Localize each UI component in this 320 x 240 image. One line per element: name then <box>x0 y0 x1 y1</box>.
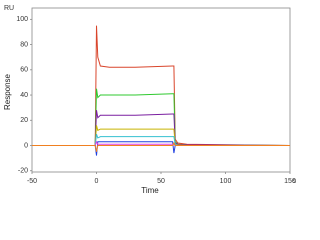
series-line <box>32 125 290 147</box>
x-tick-label: -50 <box>27 178 37 185</box>
y-tick-label: -20 <box>18 168 28 175</box>
plot-frame <box>31 7 291 173</box>
x-tick-label: 50 <box>157 178 165 185</box>
y-unit: RU <box>4 5 14 12</box>
x-tick-label: 100 <box>220 178 232 185</box>
series-line <box>32 25 291 147</box>
x-tick-label: 0 <box>95 178 99 185</box>
x-tick-label: 150 <box>284 178 296 185</box>
y-tick-label: 0 <box>24 142 28 149</box>
x-unit: s <box>293 178 297 185</box>
y-tick-label: 60 <box>20 67 28 74</box>
series-line <box>32 110 291 147</box>
y-tick-label: 20 <box>20 117 28 124</box>
chart: RU Response Time s -20 0 20 40 60 80 100 -50 0 50… <box>3 5 297 195</box>
series-line <box>32 141 290 152</box>
x-axis-title: Time <box>141 186 159 195</box>
y-tick-label: 40 <box>20 92 28 99</box>
y-axis-title: Response <box>3 73 12 110</box>
y-tick-label: 100 <box>16 16 28 23</box>
y-tick-label: 80 <box>20 41 28 48</box>
